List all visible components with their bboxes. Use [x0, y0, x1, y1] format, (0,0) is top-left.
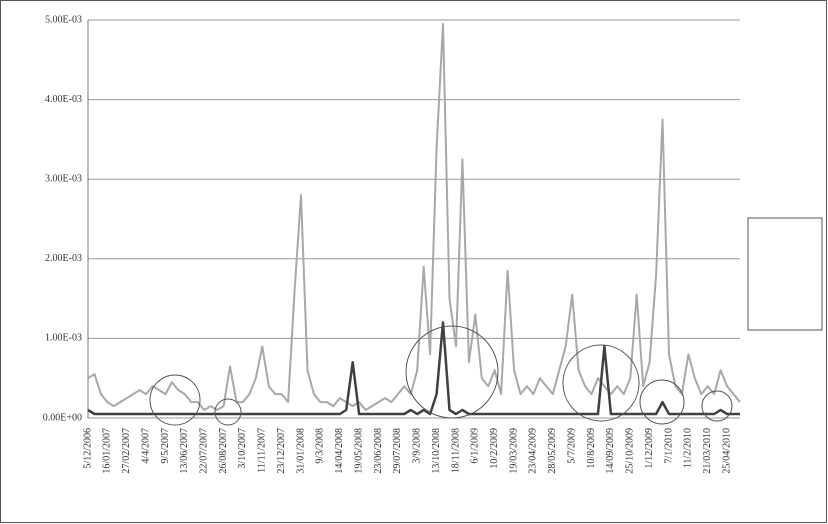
y-tick-label: 1.00E-03 [45, 333, 82, 344]
x-tick-label: 9/3/2008 [315, 428, 326, 464]
x-tick-label: 11/2/2010 [683, 428, 694, 468]
x-tick-label: 13/06/2007 [179, 428, 190, 474]
x-tick-label: 29/07/2008 [392, 428, 403, 474]
x-tick-label: 25/10/2009 [625, 428, 636, 474]
x-tick-label: 19/03/2009 [508, 428, 519, 474]
x-tick-label: 25/04/2010 [721, 428, 732, 474]
x-tick-label: 23/04/2009 [528, 428, 539, 474]
x-tick-label: 5/12/2006 [82, 428, 93, 469]
x-tick-label: 16/01/2007 [102, 428, 113, 474]
x-tick-label: 26/08/2007 [218, 428, 229, 474]
x-tick-label: 5/7/2009 [566, 428, 577, 464]
x-tick-label: 3/10/2007 [237, 428, 248, 469]
x-tick-label: 6/1/2009 [470, 428, 481, 464]
x-tick-label: 10/2/2009 [489, 428, 500, 469]
x-tick-label: 28/05/2009 [547, 428, 558, 474]
x-tick-label: 3/9/2008 [412, 428, 423, 464]
x-tick-label: 31/01/2008 [295, 428, 306, 474]
x-tick-label: 19/05/2008 [353, 428, 364, 474]
x-tick-label: 22/07/2007 [198, 428, 209, 474]
y-tick-label: 2.00E-03 [45, 253, 82, 264]
x-tick-label: 21/03/2010 [702, 428, 713, 474]
chart: 0.00E+00 1.00E-03 2.00E-03 3.00E-03 4.00E-03… [0, 0, 828, 524]
x-tick-label: 7/1/2010 [663, 428, 674, 464]
y-tick-label: 5.00E-03 [45, 14, 82, 25]
x-tick-label: 27/02/2007 [121, 428, 132, 474]
x-tick-label: 14/04/2008 [334, 428, 345, 474]
y-tick-label: 3.00E-03 [45, 173, 82, 184]
x-tick-label: 13/10/2008 [431, 428, 442, 474]
x-tick-label: 10/8/2009 [586, 428, 597, 469]
x-tick-label: 11/11/2007 [257, 428, 268, 473]
legend-box [748, 218, 822, 330]
x-tick-label: 23/06/2008 [373, 428, 384, 474]
y-tick-label: 4.00E-03 [45, 94, 82, 105]
x-tick-label: 1/12/2009 [644, 428, 655, 469]
x-tick-label: 18/11/2008 [450, 428, 461, 473]
x-tick-label: 14/09/2009 [605, 428, 616, 474]
x-tick-label: 9/5/2007 [160, 428, 171, 464]
x-tick-label: 23/12/2007 [276, 428, 287, 474]
x-tick-label: 4/4/2007 [140, 428, 151, 464]
y-tick-label: 0.00E+00 [43, 412, 82, 423]
